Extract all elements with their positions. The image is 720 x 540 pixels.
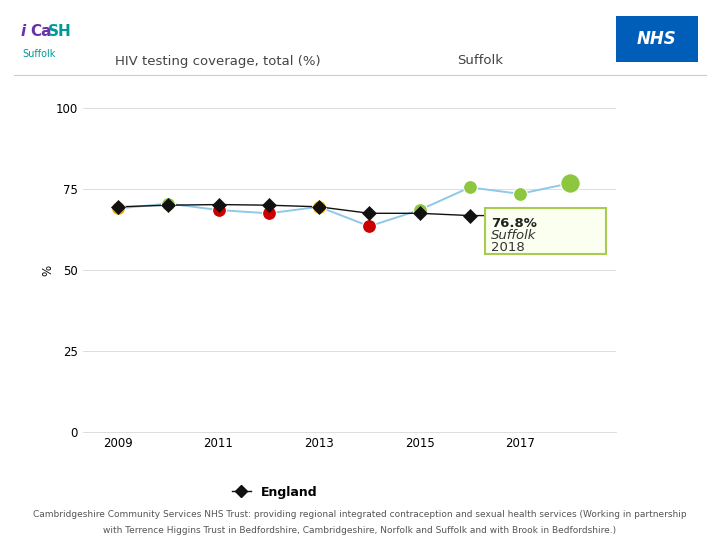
Text: Suffolk: Suffolk bbox=[491, 228, 536, 241]
Text: Suffolk: Suffolk bbox=[22, 49, 55, 59]
Text: SH: SH bbox=[48, 24, 71, 39]
Text: 2018: 2018 bbox=[491, 241, 525, 254]
Text: i: i bbox=[20, 24, 25, 39]
FancyBboxPatch shape bbox=[485, 208, 606, 254]
Text: Suffolk: Suffolk bbox=[457, 55, 503, 68]
Text: with Terrence Higgins Trust in Bedfordshire, Cambridgeshire, Norfolk and Suffolk: with Terrence Higgins Trust in Bedfordsh… bbox=[104, 525, 616, 535]
Text: NHS: NHS bbox=[637, 30, 677, 48]
Y-axis label: %: % bbox=[41, 265, 54, 275]
Text: Ca: Ca bbox=[30, 24, 52, 39]
Text: 76.8%: 76.8% bbox=[491, 217, 537, 230]
Text: Cambridgeshire Community Services NHS Trust: providing regional integrated contr: Cambridgeshire Community Services NHS Tr… bbox=[33, 510, 687, 519]
Legend: England: England bbox=[227, 481, 323, 503]
Text: HIV testing coverage, total (%): HIV testing coverage, total (%) bbox=[115, 55, 321, 68]
